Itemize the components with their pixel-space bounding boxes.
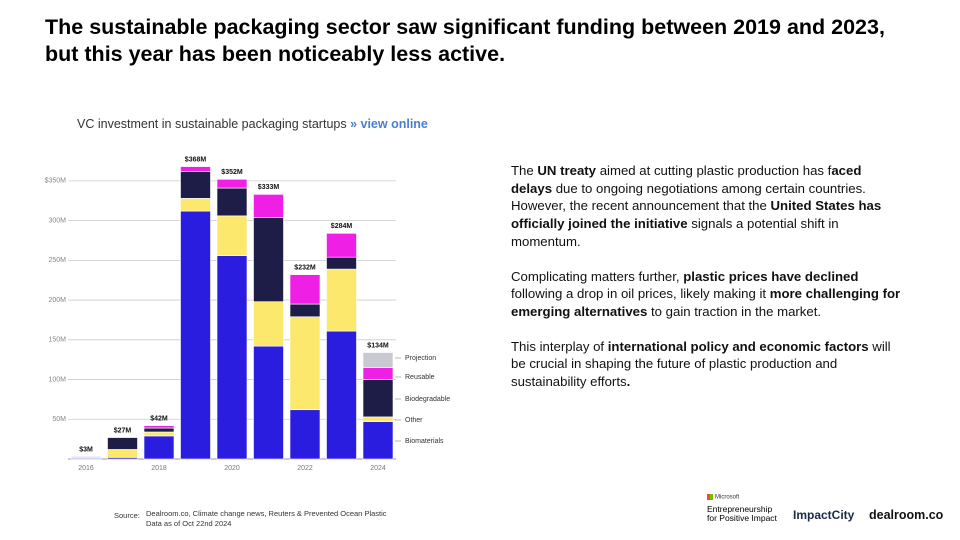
total-label: $333M xyxy=(258,184,280,191)
bar-segment xyxy=(362,379,394,418)
legend-label: Other xyxy=(405,417,423,424)
text: Complicating matters further, xyxy=(511,268,684,284)
epi-logo: Entrepreneurship for Positive Impact xyxy=(707,505,777,523)
bar-segment xyxy=(289,274,321,305)
bold-text: UN treaty xyxy=(537,163,597,178)
total-label: $134M xyxy=(367,342,389,349)
bold-text: United States has officially joined the … xyxy=(511,198,882,232)
bar-segment xyxy=(326,233,357,258)
y-tick-label: 100M xyxy=(48,376,66,383)
data-date: Data as of Oct 22nd 2024 xyxy=(146,519,232,528)
text: This interplay of xyxy=(511,338,608,354)
x-tick-label: 2024 xyxy=(370,465,386,472)
text: to gain traction in the market. xyxy=(647,303,822,319)
paragraph: The UN treaty aimed at cutting plastic p… xyxy=(511,162,906,251)
bar-segment xyxy=(253,345,284,460)
y-tick-label: 250M xyxy=(48,257,66,264)
text: will be crucial in shaping the future of… xyxy=(511,338,891,390)
bar-segment xyxy=(362,367,394,380)
total-label: $3M xyxy=(79,446,93,453)
bar-segment xyxy=(180,171,211,199)
text: signals a potential shift in momentum. xyxy=(511,216,839,249)
bar-segment xyxy=(326,330,357,460)
title-line: The sustainable packaging sector saw sig… xyxy=(45,15,885,39)
x-tick-label: 2022 xyxy=(297,465,313,472)
bar-segment xyxy=(326,268,357,332)
text: due to ongoing negotiations among certai… xyxy=(511,180,866,214)
total-label: $232M xyxy=(294,264,316,271)
legend-label: Biodegradable xyxy=(405,396,450,403)
impactcity-logo: ImpactCity xyxy=(793,508,855,522)
bar-segment xyxy=(143,427,175,433)
bar-segment xyxy=(70,456,102,458)
bar-segment xyxy=(216,179,248,189)
x-tick-label: 2016 xyxy=(78,465,94,472)
y-tick-label: $350M xyxy=(45,178,67,185)
bar-segment xyxy=(180,198,211,212)
bar-segment xyxy=(253,217,284,302)
bar-segment xyxy=(326,256,357,270)
view-online-link[interactable]: » view online xyxy=(350,117,428,131)
total-label: $27M xyxy=(114,427,132,434)
legend-label: Projection xyxy=(405,355,436,362)
bar-segment xyxy=(180,166,211,172)
y-tick-label: 200M xyxy=(48,297,66,304)
bar-segment xyxy=(216,215,248,256)
bar-segment xyxy=(362,352,394,368)
bar-segment xyxy=(180,210,211,460)
source-label: Source: xyxy=(114,511,140,520)
chart-title: VC investment in sustainable packaging s… xyxy=(77,117,347,131)
bar-segment xyxy=(289,303,321,318)
epi-line: Entrepreneurship xyxy=(707,504,773,514)
y-tick-label: 300M xyxy=(48,217,66,224)
paragraph: This interplay of international policy a… xyxy=(511,338,906,391)
bar-segment xyxy=(362,416,394,422)
bold-text: more challenging for emerging alternativ… xyxy=(511,286,901,319)
text: following a drop in oil prices, likely m… xyxy=(511,286,770,302)
bold-text: . xyxy=(626,374,631,390)
ms-icon xyxy=(707,494,713,500)
x-tick-label: 2020 xyxy=(224,465,240,472)
commentary: The UN treaty aimed at cutting plastic p… xyxy=(511,162,906,408)
total-label: $42M xyxy=(150,415,168,422)
y-tick-label: 50M xyxy=(52,416,66,423)
bar-segment xyxy=(289,316,321,411)
bar-segment xyxy=(289,409,321,460)
epi-line: for Positive Impact xyxy=(707,513,777,523)
text: The xyxy=(511,163,538,178)
bold-text: international policy and economic factor… xyxy=(607,338,869,354)
x-tick-label: 2018 xyxy=(151,465,167,472)
chart-subtitle: VC investment in sustainable packaging s… xyxy=(77,117,428,131)
bar-segment xyxy=(143,425,175,429)
bar-segment xyxy=(216,187,248,217)
bar-segment xyxy=(107,437,138,450)
total-label: $284M xyxy=(331,223,353,230)
microsoft-logo: Microsoft xyxy=(707,494,739,501)
source-text: Dealroom.co, Climate change news, Reuter… xyxy=(146,509,387,518)
bar-segment xyxy=(143,431,175,437)
legend-label: Biomaterials xyxy=(405,438,444,445)
text: aimed at cutting plastic production has … xyxy=(596,163,832,178)
paragraph: Complicating matters further, plastic pr… xyxy=(511,268,906,321)
bold-text: aced delays xyxy=(511,163,862,196)
total-label: $368M xyxy=(185,156,207,163)
title-line: but this year has been noticeably less a… xyxy=(45,42,506,66)
bar-segment xyxy=(143,435,175,460)
bar-segment xyxy=(253,301,284,347)
total-label: $352M xyxy=(221,169,243,176)
bold-text: plastic prices have declined xyxy=(683,268,859,284)
bar-segment xyxy=(362,421,394,460)
slide-title: The sustainable packaging sector saw sig… xyxy=(45,14,885,68)
bar-segment xyxy=(216,255,248,460)
legend-label: Reusable xyxy=(405,374,435,381)
bar-segment xyxy=(107,449,138,458)
ms-text: Microsoft xyxy=(715,494,740,501)
dealroom-logo: dealroom.co xyxy=(869,508,944,522)
bar-segment xyxy=(253,194,284,218)
y-tick-label: 150M xyxy=(48,337,66,344)
